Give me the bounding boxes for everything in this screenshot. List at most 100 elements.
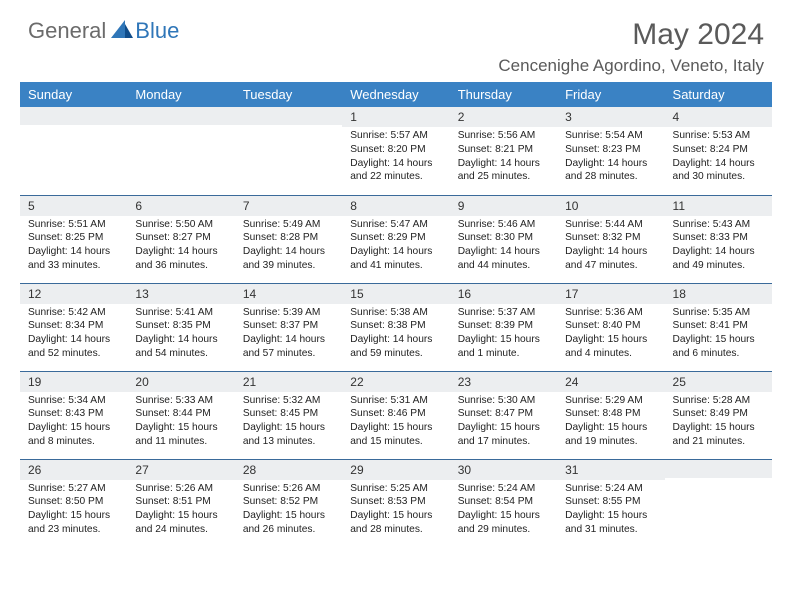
cell-line: Daylight: 15 hours xyxy=(28,509,119,523)
calendar-cell: 5Sunrise: 5:51 AMSunset: 8:25 PMDaylight… xyxy=(20,195,127,283)
cell-line: Daylight: 14 hours xyxy=(243,333,334,347)
day-number: 8 xyxy=(342,196,449,216)
cell-line: and 28 minutes. xyxy=(565,170,656,184)
calendar-cell: 16Sunrise: 5:37 AMSunset: 8:39 PMDayligh… xyxy=(450,283,557,371)
cell-line: and 44 minutes. xyxy=(458,259,549,273)
calendar-cell: 3Sunrise: 5:54 AMSunset: 8:23 PMDaylight… xyxy=(557,107,664,195)
cell-line: and 22 minutes. xyxy=(350,170,441,184)
calendar-cell xyxy=(665,459,772,547)
calendar-cell: 18Sunrise: 5:35 AMSunset: 8:41 PMDayligh… xyxy=(665,283,772,371)
calendar-cell: 30Sunrise: 5:24 AMSunset: 8:54 PMDayligh… xyxy=(450,459,557,547)
cell-line: and 17 minutes. xyxy=(458,435,549,449)
cell-line: Sunset: 8:39 PM xyxy=(458,319,549,333)
calendar-body: 1Sunrise: 5:57 AMSunset: 8:20 PMDaylight… xyxy=(20,107,772,547)
calendar-cell: 14Sunrise: 5:39 AMSunset: 8:37 PMDayligh… xyxy=(235,283,342,371)
cell-line: Daylight: 15 hours xyxy=(565,333,656,347)
cell-line: Sunset: 8:37 PM xyxy=(243,319,334,333)
day-number: 19 xyxy=(20,372,127,392)
cell-line: Sunset: 8:51 PM xyxy=(135,495,226,509)
calendar-cell: 7Sunrise: 5:49 AMSunset: 8:28 PMDaylight… xyxy=(235,195,342,283)
cell-line: Sunrise: 5:37 AM xyxy=(458,306,549,320)
weekday-header-row: Sunday Monday Tuesday Wednesday Thursday… xyxy=(20,82,772,107)
calendar-cell: 21Sunrise: 5:32 AMSunset: 8:45 PMDayligh… xyxy=(235,371,342,459)
cell-body: Sunrise: 5:51 AMSunset: 8:25 PMDaylight:… xyxy=(20,216,127,277)
cell-line: Sunrise: 5:28 AM xyxy=(673,394,764,408)
cell-line: Sunrise: 5:43 AM xyxy=(673,218,764,232)
cell-line: Daylight: 15 hours xyxy=(28,421,119,435)
cell-line: and 26 minutes. xyxy=(243,523,334,537)
cell-body: Sunrise: 5:25 AMSunset: 8:53 PMDaylight:… xyxy=(342,480,449,541)
day-number: 12 xyxy=(20,284,127,304)
cell-body: Sunrise: 5:31 AMSunset: 8:46 PMDaylight:… xyxy=(342,392,449,453)
day-number: 29 xyxy=(342,460,449,480)
cell-line: and 49 minutes. xyxy=(673,259,764,273)
weekday-header: Tuesday xyxy=(235,82,342,107)
cell-line: Sunrise: 5:53 AM xyxy=(673,129,764,143)
cell-line: Sunrise: 5:33 AM xyxy=(135,394,226,408)
brand-logo: General Blue xyxy=(28,18,179,44)
brand-triangle-icon xyxy=(111,20,133,43)
cell-line: Daylight: 14 hours xyxy=(565,157,656,171)
day-number xyxy=(20,107,127,125)
cell-line: Daylight: 14 hours xyxy=(135,245,226,259)
calendar-cell: 17Sunrise: 5:36 AMSunset: 8:40 PMDayligh… xyxy=(557,283,664,371)
cell-line: Sunrise: 5:31 AM xyxy=(350,394,441,408)
weekday-header: Sunday xyxy=(20,82,127,107)
cell-line: Sunset: 8:55 PM xyxy=(565,495,656,509)
day-number: 26 xyxy=(20,460,127,480)
cell-body: Sunrise: 5:50 AMSunset: 8:27 PMDaylight:… xyxy=(127,216,234,277)
cell-line: Sunrise: 5:47 AM xyxy=(350,218,441,232)
cell-body: Sunrise: 5:53 AMSunset: 8:24 PMDaylight:… xyxy=(665,127,772,188)
cell-line: Daylight: 15 hours xyxy=(673,421,764,435)
cell-line: Daylight: 15 hours xyxy=(350,509,441,523)
cell-line: and 28 minutes. xyxy=(350,523,441,537)
cell-line: Sunset: 8:38 PM xyxy=(350,319,441,333)
day-number: 7 xyxy=(235,196,342,216)
cell-line: Sunset: 8:46 PM xyxy=(350,407,441,421)
cell-line: Daylight: 15 hours xyxy=(565,509,656,523)
cell-line: Sunset: 8:47 PM xyxy=(458,407,549,421)
calendar-cell: 4Sunrise: 5:53 AMSunset: 8:24 PMDaylight… xyxy=(665,107,772,195)
cell-line: Daylight: 15 hours xyxy=(565,421,656,435)
cell-line: and 33 minutes. xyxy=(28,259,119,273)
day-number: 28 xyxy=(235,460,342,480)
calendar-cell: 25Sunrise: 5:28 AMSunset: 8:49 PMDayligh… xyxy=(665,371,772,459)
weekday-header: Friday xyxy=(557,82,664,107)
cell-line: Sunset: 8:54 PM xyxy=(458,495,549,509)
day-number: 30 xyxy=(450,460,557,480)
calendar-week-row: 1Sunrise: 5:57 AMSunset: 8:20 PMDaylight… xyxy=(20,107,772,195)
cell-body: Sunrise: 5:26 AMSunset: 8:51 PMDaylight:… xyxy=(127,480,234,541)
cell-line: Sunset: 8:53 PM xyxy=(350,495,441,509)
cell-line: and 19 minutes. xyxy=(565,435,656,449)
cell-line: Sunrise: 5:50 AM xyxy=(135,218,226,232)
calendar-cell: 10Sunrise: 5:44 AMSunset: 8:32 PMDayligh… xyxy=(557,195,664,283)
title-block: May 2024 Cencenighe Agordino, Veneto, It… xyxy=(498,18,764,76)
cell-line: and 25 minutes. xyxy=(458,170,549,184)
weekday-header: Monday xyxy=(127,82,234,107)
calendar-cell: 20Sunrise: 5:33 AMSunset: 8:44 PMDayligh… xyxy=(127,371,234,459)
cell-body: Sunrise: 5:24 AMSunset: 8:55 PMDaylight:… xyxy=(557,480,664,541)
day-number: 13 xyxy=(127,284,234,304)
month-title: May 2024 xyxy=(498,18,764,52)
day-number: 31 xyxy=(557,460,664,480)
cell-line: and 54 minutes. xyxy=(135,347,226,361)
cell-line: and 57 minutes. xyxy=(243,347,334,361)
cell-line: and 59 minutes. xyxy=(350,347,441,361)
cell-line: and 41 minutes. xyxy=(350,259,441,273)
cell-line: and 29 minutes. xyxy=(458,523,549,537)
day-number xyxy=(235,107,342,125)
cell-line: and 4 minutes. xyxy=(565,347,656,361)
cell-line: Sunset: 8:27 PM xyxy=(135,231,226,245)
cell-line: Sunset: 8:34 PM xyxy=(28,319,119,333)
calendar-cell: 11Sunrise: 5:43 AMSunset: 8:33 PMDayligh… xyxy=(665,195,772,283)
cell-line: Daylight: 14 hours xyxy=(243,245,334,259)
cell-line: and 30 minutes. xyxy=(673,170,764,184)
cell-line: and 23 minutes. xyxy=(28,523,119,537)
cell-line: Sunrise: 5:49 AM xyxy=(243,218,334,232)
cell-body: Sunrise: 5:33 AMSunset: 8:44 PMDaylight:… xyxy=(127,392,234,453)
day-number: 14 xyxy=(235,284,342,304)
cell-line: Sunset: 8:43 PM xyxy=(28,407,119,421)
calendar-cell: 23Sunrise: 5:30 AMSunset: 8:47 PMDayligh… xyxy=(450,371,557,459)
cell-body: Sunrise: 5:36 AMSunset: 8:40 PMDaylight:… xyxy=(557,304,664,365)
cell-body: Sunrise: 5:26 AMSunset: 8:52 PMDaylight:… xyxy=(235,480,342,541)
